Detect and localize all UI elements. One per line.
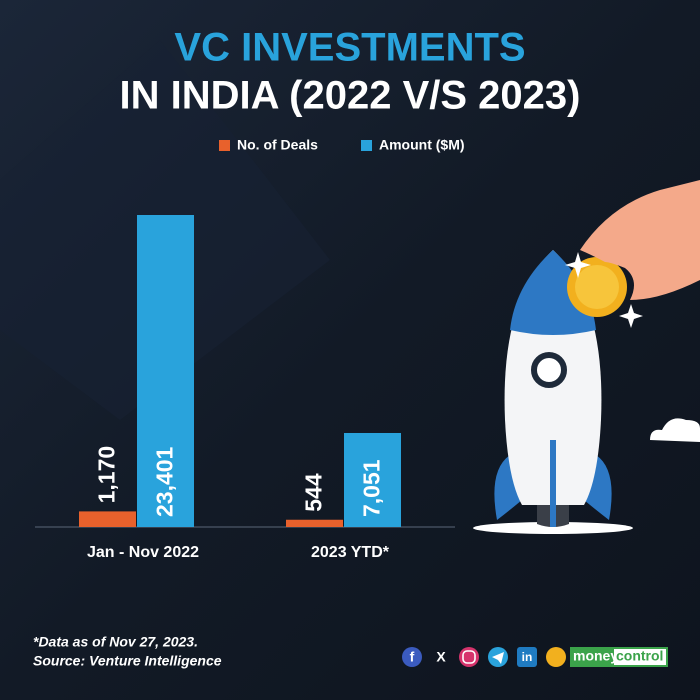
fin: [494, 455, 522, 520]
social-icons: f X in money control: [402, 647, 668, 667]
coin-inner: [575, 265, 619, 309]
hand: [580, 180, 700, 300]
fin: [584, 455, 612, 520]
value-label: 7,051: [359, 459, 385, 517]
footnote: *Data as of Nov 27, 2023.: [33, 634, 198, 650]
x-icon: X: [436, 649, 446, 665]
bar: [79, 511, 136, 527]
value-label: 1,170: [94, 446, 120, 504]
bar: [137, 215, 194, 527]
cloud: [650, 418, 700, 442]
bar: [286, 519, 343, 527]
x-tick-label: Jan - Nov 2022: [87, 544, 199, 561]
icon-glyph: in: [522, 650, 533, 664]
bar: [344, 432, 401, 527]
legend-label: No. of Deals: [237, 137, 318, 153]
value-label: 23,401: [152, 446, 178, 517]
legend-label: Amount ($M): [379, 137, 465, 153]
chart-title: VC INVESTMENTS: [174, 26, 525, 70]
instagram-glyph: [462, 650, 476, 664]
rocket-illustration: [473, 180, 700, 534]
ground: [473, 522, 633, 534]
logo-bg-light: [614, 649, 666, 665]
rocket-nose: [510, 250, 596, 335]
sparkle: [565, 252, 591, 278]
chart-subtitle: IN INDIA (2022 V/S 2023): [120, 74, 581, 118]
legend-swatch: [219, 140, 230, 151]
linkedin-icon: [517, 647, 537, 667]
logo-text: money: [573, 648, 618, 664]
coin-icon: [546, 647, 566, 667]
footnote: Source: Venture Intelligence: [33, 653, 222, 669]
legend-swatch: [361, 140, 372, 151]
facebook-icon: [402, 647, 422, 667]
instagram-icon: [459, 647, 479, 667]
x-tick-label: 2023 YTD*: [311, 544, 390, 561]
window: [531, 352, 567, 388]
sparkle: [619, 304, 643, 328]
icon-glyph: f: [410, 649, 415, 665]
telegram-glyph: [492, 652, 504, 664]
logo-text: control: [616, 648, 663, 664]
value-label: 544: [301, 473, 327, 512]
